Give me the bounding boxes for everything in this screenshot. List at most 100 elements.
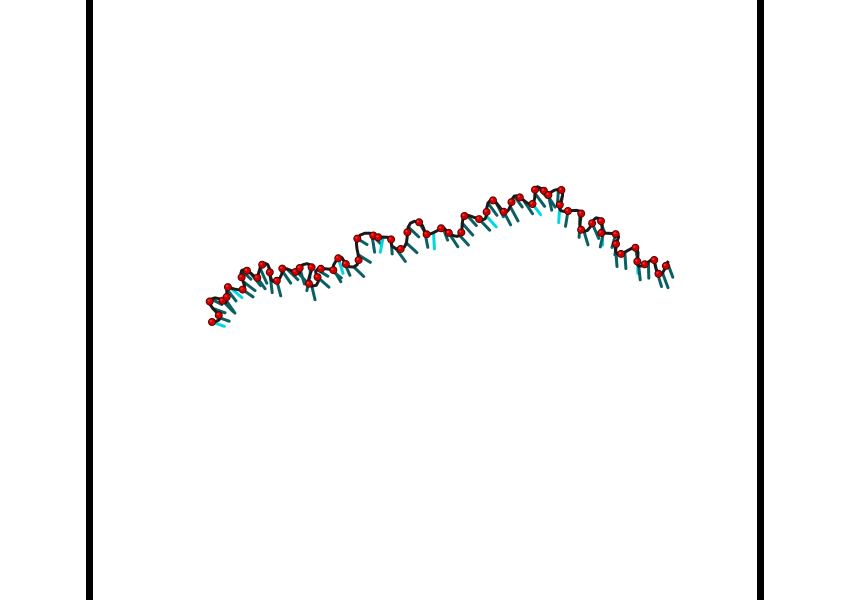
nucleotide-base xyxy=(378,235,385,254)
nucleotide-base xyxy=(614,250,619,268)
nucleotide-base xyxy=(484,214,498,229)
phosphate-atom xyxy=(460,211,469,220)
phosphate-atom xyxy=(272,276,281,285)
phosphate-highlight xyxy=(239,275,242,278)
phosphate-highlight xyxy=(220,298,223,301)
phosphate-atom xyxy=(650,255,659,264)
nucleotide-base xyxy=(508,204,520,223)
phosphate-atom xyxy=(304,279,313,288)
phosphate-highlight xyxy=(579,227,582,230)
phosphate-highlight xyxy=(635,259,638,262)
phosphate-highlight xyxy=(336,256,339,259)
phosphate-highlight xyxy=(439,226,442,229)
phosphate-highlight xyxy=(490,198,494,201)
phosphate-atom xyxy=(597,228,606,237)
nucleotide-base xyxy=(623,250,628,270)
nucleotide-base xyxy=(533,191,547,208)
phosphate-atom xyxy=(499,207,508,216)
phosphate-atom xyxy=(307,263,316,272)
phosphate-highlight xyxy=(633,245,636,248)
phosphate-atom xyxy=(577,225,586,234)
phosphate-atom xyxy=(654,269,663,278)
nucleotide-base xyxy=(661,271,670,290)
phosphate-highlight xyxy=(477,217,480,220)
phosphate-highlight xyxy=(590,221,593,224)
nucleotide-base xyxy=(310,284,317,302)
phosphate-highlight xyxy=(559,187,562,191)
phosphate-highlight xyxy=(424,232,427,235)
phosphate-atom xyxy=(611,230,620,239)
phosphate-atom xyxy=(353,234,362,243)
phosphate-highlight xyxy=(417,220,420,223)
nucleotide-base xyxy=(280,269,293,285)
phosphate-atom xyxy=(313,273,322,282)
phosphate-atom xyxy=(258,260,267,269)
phosphate-atom xyxy=(564,206,573,215)
phosphate-atom xyxy=(617,249,626,258)
phosphate-atom xyxy=(278,264,287,273)
phosphate-atom xyxy=(631,243,640,252)
phosphate-atom xyxy=(515,193,524,202)
phosphate-atom xyxy=(507,198,516,207)
phosphate-highlight xyxy=(459,230,462,233)
phosphate-highlight xyxy=(618,251,622,254)
nucleotide-base xyxy=(486,201,499,217)
phosphate-atom xyxy=(488,196,497,205)
phosphate-atom xyxy=(633,257,642,266)
phosphate-highlight xyxy=(207,299,210,302)
phosphate-highlight xyxy=(280,266,283,269)
right-frame-border xyxy=(757,0,764,600)
phosphate-atom xyxy=(207,317,216,326)
phosphate-highlight xyxy=(260,262,263,265)
phosphate-highlight xyxy=(209,319,213,323)
nucleotide-base xyxy=(406,225,421,239)
phosphate-atom xyxy=(557,185,566,194)
phosphate-atom xyxy=(237,273,246,282)
nucleotide-bases xyxy=(209,185,675,328)
phosphate-highlight xyxy=(255,275,258,278)
phosphate-atom xyxy=(555,200,564,209)
nucleotide-base xyxy=(582,229,590,247)
phosphate-highlight xyxy=(599,230,602,233)
phosphate-atom xyxy=(577,209,586,218)
phosphate-atom xyxy=(242,266,251,275)
phosphate-highlight xyxy=(224,294,227,298)
phosphate-atom xyxy=(528,199,537,208)
phosphate-atom xyxy=(612,239,621,248)
phosphate-highlight xyxy=(663,263,667,266)
phosphate-atom xyxy=(444,228,453,237)
phosphate-atom xyxy=(475,215,484,224)
phosphate-highlight xyxy=(546,192,549,196)
phosphate-atom xyxy=(588,219,597,228)
phosphate-atom xyxy=(253,273,262,282)
backbone-strand xyxy=(208,185,670,324)
phosphate-highlight xyxy=(331,268,334,271)
nucleotide-base xyxy=(224,299,237,315)
phosphate-atom xyxy=(295,263,304,272)
sugar-phosphate-backbone xyxy=(208,185,670,324)
phosphate-highlight xyxy=(405,230,408,233)
phosphate-highlight xyxy=(462,213,465,217)
phosphate-highlight xyxy=(530,201,533,205)
phosphate-highlight xyxy=(613,232,616,235)
phosphate-highlight xyxy=(376,235,379,238)
phosphate-highlight xyxy=(613,241,617,245)
phosphate-highlight xyxy=(225,285,228,288)
phosphate-highlight xyxy=(371,233,374,236)
nucleotide-base xyxy=(637,264,642,282)
phosphate-atom xyxy=(205,297,214,306)
phosphate-highlight xyxy=(274,278,277,281)
phosphate-highlight xyxy=(293,269,296,273)
phosphate-highlight xyxy=(267,270,270,273)
phosphate-highlight xyxy=(343,261,346,265)
nucleotide-base xyxy=(512,194,524,209)
phosphate-highlight xyxy=(355,236,358,239)
phosphate-atom xyxy=(265,268,274,277)
phosphate-atom xyxy=(403,228,412,237)
phosphate-highlight xyxy=(315,275,318,278)
phosphate-atom xyxy=(544,190,553,199)
phosphate-atom xyxy=(374,233,383,242)
phosphate-highlight xyxy=(309,265,312,268)
